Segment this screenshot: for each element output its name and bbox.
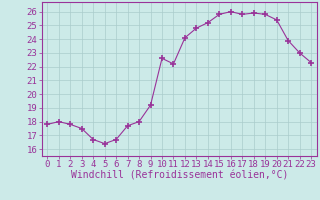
X-axis label: Windchill (Refroidissement éolien,°C): Windchill (Refroidissement éolien,°C) [70, 171, 288, 181]
